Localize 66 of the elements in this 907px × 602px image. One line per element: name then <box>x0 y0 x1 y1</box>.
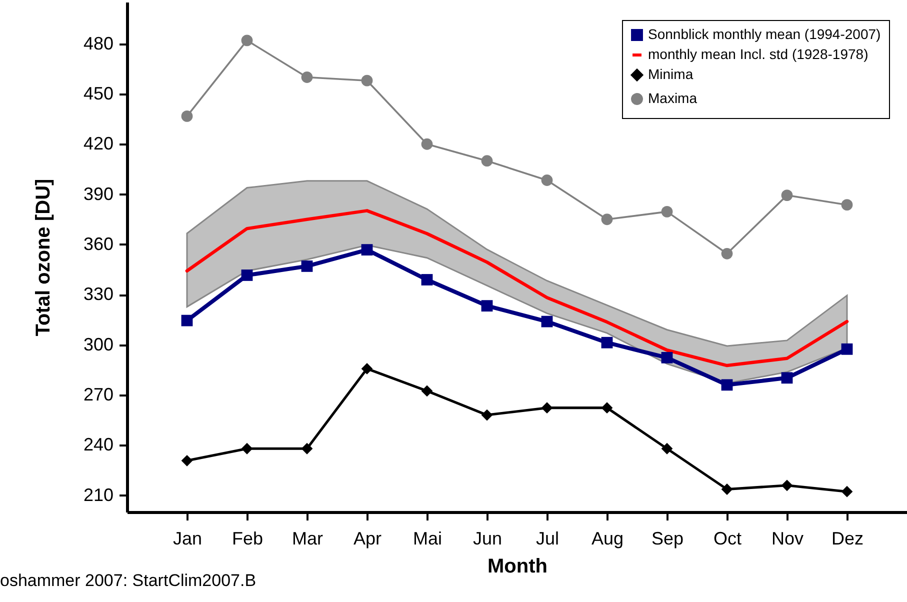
legend-label: monthly mean Incl. std (1928-1978) <box>648 46 868 62</box>
point <box>241 442 253 454</box>
legend-label: Sonnblick monthly mean (1994-2007) <box>648 26 881 42</box>
point <box>781 480 793 492</box>
y-tick-label: 450 <box>83 83 114 104</box>
y-tick-label: 270 <box>83 384 114 404</box>
point <box>721 379 733 391</box>
y-tick-label: 420 <box>83 134 114 154</box>
point <box>601 214 613 226</box>
x-tick-label: Aug <box>591 528 624 548</box>
y-tick-label: 330 <box>83 284 114 304</box>
point <box>361 362 373 374</box>
point <box>421 385 433 397</box>
y-axis-title: Total ozone [DU] <box>32 178 54 336</box>
text: oshammer 2007: StartClim2007.B <box>0 571 256 591</box>
y-tick-label: 390 <box>83 184 114 204</box>
x-tick-label: Jul <box>536 528 560 548</box>
point <box>181 314 193 326</box>
line-series <box>185 209 849 368</box>
legend-label: Maxima <box>648 90 698 106</box>
point <box>481 300 493 312</box>
point <box>421 138 433 150</box>
point <box>721 248 733 260</box>
point <box>301 442 313 454</box>
point <box>361 244 373 256</box>
point <box>481 155 493 167</box>
x-tick-label: Jun <box>472 528 502 548</box>
point <box>601 336 613 348</box>
point <box>721 484 733 495</box>
point <box>241 34 253 46</box>
point <box>241 270 253 281</box>
point <box>181 110 193 122</box>
point <box>301 72 313 83</box>
x-tick-label: Apr <box>353 528 382 548</box>
point <box>541 316 553 328</box>
point <box>421 274 433 286</box>
point <box>841 486 853 498</box>
x-tick-label: Feb <box>232 528 264 548</box>
point <box>361 74 373 86</box>
x-tick-label: Nov <box>771 528 804 548</box>
point <box>661 206 673 218</box>
y-tick-label: 300 <box>83 334 114 354</box>
point <box>541 402 553 414</box>
point <box>841 199 853 211</box>
y-tick-label: 210 <box>83 484 114 505</box>
x-tick-label: Jan <box>172 528 202 548</box>
x-tick-label: Oct <box>713 528 742 548</box>
point <box>661 352 673 364</box>
x-tick-label: Sep <box>651 528 684 548</box>
point <box>301 260 313 272</box>
y-tick-label: 240 <box>83 434 114 455</box>
legend-label: Minima <box>648 66 694 82</box>
point <box>841 343 853 355</box>
x-tick-label: Dez <box>831 528 864 548</box>
point <box>541 174 553 186</box>
point <box>661 442 673 454</box>
y-tick-label: 480 <box>83 33 114 54</box>
point <box>601 402 613 414</box>
x-axis-title: Month <box>488 556 548 578</box>
x-tick-label: Mar <box>292 528 324 548</box>
y-tick-label: 360 <box>83 234 114 254</box>
point <box>781 372 793 384</box>
point <box>481 409 493 421</box>
point <box>781 190 793 201</box>
x-tick-label: Mai <box>412 528 442 548</box>
point <box>181 454 193 466</box>
